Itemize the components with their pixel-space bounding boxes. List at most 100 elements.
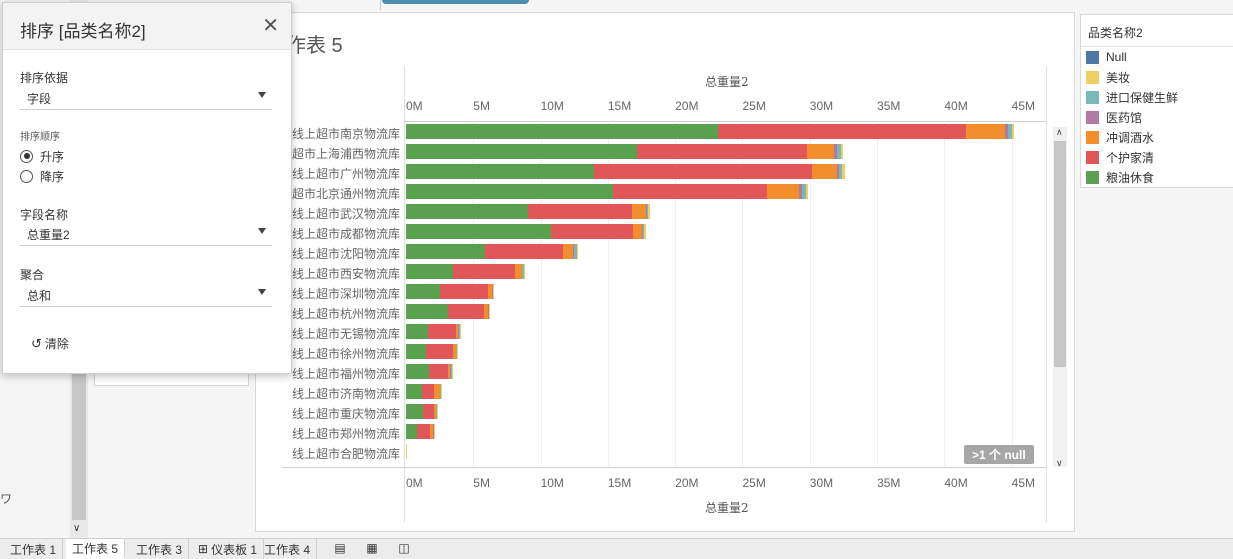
bar-segment[interactable] bbox=[406, 444, 408, 459]
bar-segment[interactable] bbox=[839, 164, 843, 179]
bar-segment[interactable] bbox=[432, 424, 434, 439]
category-label[interactable]: 线上超市济南物流库 bbox=[291, 387, 400, 401]
bar-segment[interactable] bbox=[801, 184, 806, 199]
bar-segment[interactable] bbox=[1007, 124, 1012, 139]
bar-segment[interactable] bbox=[840, 144, 844, 159]
bar-segment[interactable] bbox=[1011, 124, 1015, 139]
category-label[interactable]: 线上超市武汉物流库 bbox=[291, 207, 400, 221]
aggregation-select[interactable]: 总和 bbox=[20, 284, 272, 307]
bar-segment[interactable] bbox=[453, 264, 515, 279]
clear-button[interactable]: ↺ 清除 bbox=[31, 335, 69, 352]
bar-segment[interactable] bbox=[406, 164, 595, 179]
sort-by-select[interactable]: 字段 bbox=[20, 87, 272, 110]
bar-segment[interactable] bbox=[406, 324, 428, 339]
bar-segment[interactable] bbox=[492, 284, 494, 299]
bar-segment[interactable] bbox=[523, 264, 525, 279]
category-label[interactable]: 线上超市无锡物流库 bbox=[291, 327, 400, 341]
bar-segment[interactable] bbox=[642, 224, 645, 239]
bar-segment[interactable] bbox=[406, 344, 427, 359]
bar-segment[interactable] bbox=[528, 204, 633, 219]
chevron-down-icon[interactable]: ∨ bbox=[1056, 458, 1063, 468]
bar-segment[interactable] bbox=[434, 404, 436, 419]
bar-segment[interactable] bbox=[488, 284, 493, 299]
category-label[interactable]: 线上超市重庆物流库 bbox=[291, 407, 400, 421]
bar-segment[interactable] bbox=[572, 244, 575, 259]
bar-segment[interactable] bbox=[522, 264, 524, 279]
bar-segment[interactable] bbox=[406, 384, 423, 399]
category-label[interactable]: 超市上海浦西物流库 bbox=[291, 147, 400, 161]
bar-segment[interactable] bbox=[455, 324, 459, 339]
bar-segment[interactable] bbox=[447, 304, 485, 319]
bar-segment[interactable] bbox=[641, 224, 643, 239]
category-label[interactable]: 线上超市南京物流库 bbox=[291, 127, 400, 141]
bar-segment[interactable] bbox=[406, 184, 614, 199]
field-name-select[interactable]: 总重量2 bbox=[20, 223, 272, 246]
bar-segment[interactable] bbox=[430, 424, 433, 439]
category-label[interactable]: 线上超市深圳物流库 bbox=[291, 287, 400, 301]
bar-segment[interactable] bbox=[551, 224, 634, 239]
category-label[interactable]: 线上超市成都物流库 bbox=[291, 227, 400, 241]
bar-segment[interactable] bbox=[648, 204, 650, 219]
bar-segment[interactable] bbox=[435, 404, 437, 419]
category-label[interactable]: 线上超市沈阳物流库 bbox=[291, 247, 400, 261]
sheet-tab[interactable]: ⊞ 仪表板 1 bbox=[192, 539, 265, 559]
bar-segment[interactable] bbox=[563, 244, 573, 259]
bar-segment[interactable] bbox=[521, 264, 523, 279]
bar-segment[interactable] bbox=[836, 164, 840, 179]
bar-segment[interactable] bbox=[574, 244, 577, 259]
bar-segment[interactable] bbox=[456, 344, 458, 359]
bar-segment[interactable] bbox=[807, 144, 834, 159]
category-label[interactable]: 线上超市徐州物流库 bbox=[291, 347, 400, 361]
sheet-tab[interactable]: 工作表 5 bbox=[66, 539, 126, 559]
bar-segment[interactable] bbox=[406, 264, 454, 279]
bar-segment[interactable] bbox=[433, 424, 435, 439]
bar-segment[interactable] bbox=[805, 184, 809, 199]
bar-segment[interactable] bbox=[718, 124, 966, 139]
bar-segment[interactable] bbox=[515, 264, 522, 279]
bar-segment[interactable] bbox=[633, 224, 642, 239]
bar-segment[interactable] bbox=[493, 284, 495, 299]
category-label[interactable]: 线上超市杭州物流库 bbox=[291, 307, 400, 321]
bar-segment[interactable] bbox=[646, 204, 649, 219]
chart-scrollbar[interactable]: ∧ ∨ bbox=[1053, 127, 1067, 468]
bar-segment[interactable] bbox=[422, 384, 435, 399]
bar-segment[interactable] bbox=[799, 184, 802, 199]
new-dashboard-icon[interactable]: ▦ bbox=[366, 541, 378, 555]
bar-segment[interactable] bbox=[576, 244, 579, 259]
category-label[interactable]: 线上超市西安物流库 bbox=[291, 267, 400, 281]
bar-segment[interactable] bbox=[613, 184, 767, 199]
bar-segment[interactable] bbox=[406, 304, 448, 319]
sort-ascending-radio[interactable]: 升序 bbox=[20, 148, 64, 164]
bar-segment[interactable] bbox=[812, 164, 837, 179]
new-worksheet-icon[interactable]: ▤ bbox=[334, 541, 346, 555]
legend-item[interactable]: Null bbox=[1086, 49, 1127, 65]
bar-segment[interactable] bbox=[440, 384, 442, 399]
bar-segment[interactable] bbox=[489, 304, 491, 319]
bar-segment[interactable] bbox=[453, 344, 456, 359]
bar-segment[interactable] bbox=[406, 404, 424, 419]
bar-segment[interactable] bbox=[416, 424, 431, 439]
bar-segment[interactable] bbox=[426, 344, 454, 359]
sheet-tab[interactable]: 工作表 4 bbox=[258, 539, 318, 559]
bar-segment[interactable] bbox=[644, 224, 646, 239]
sort-descending-radio[interactable]: 降序 bbox=[20, 168, 64, 184]
scrollbar-thumb[interactable] bbox=[72, 370, 86, 520]
bar-segment[interactable] bbox=[451, 364, 453, 379]
bar-segment[interactable] bbox=[834, 144, 837, 159]
bar-segment[interactable] bbox=[440, 384, 442, 399]
category-label[interactable]: 线上超市福州物流库 bbox=[291, 367, 400, 381]
bar-segment[interactable] bbox=[427, 324, 456, 339]
bar-segment[interactable] bbox=[842, 164, 845, 179]
bar-segment[interactable] bbox=[457, 344, 459, 359]
legend-item[interactable]: 个护家清 bbox=[1086, 149, 1154, 165]
sheet-tab[interactable]: 工作表 3 bbox=[130, 539, 190, 559]
bar-segment[interactable] bbox=[406, 424, 417, 439]
bar-segment[interactable] bbox=[434, 384, 440, 399]
category-label[interactable]: 超市北京通州物流库 bbox=[291, 187, 400, 201]
chevron-up-icon[interactable]: ∧ bbox=[1056, 127, 1063, 137]
bar-segment[interactable] bbox=[484, 304, 489, 319]
category-label[interactable]: 线上超市广州物流库 bbox=[291, 167, 400, 181]
bar-segment[interactable] bbox=[406, 224, 552, 239]
bar-segment[interactable] bbox=[459, 324, 461, 339]
bar-segment[interactable] bbox=[436, 404, 438, 419]
